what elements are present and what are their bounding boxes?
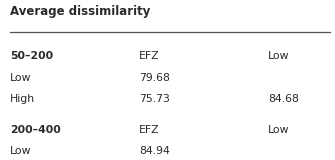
Text: EFZ: EFZ [139, 125, 160, 135]
Text: High: High [10, 94, 35, 104]
Text: Average dissimilarity: Average dissimilarity [10, 5, 150, 18]
Text: 79.68: 79.68 [139, 73, 170, 83]
Text: 50–200: 50–200 [10, 51, 53, 61]
Text: 200–400: 200–400 [10, 125, 61, 135]
Text: Low: Low [268, 51, 289, 61]
Text: Low: Low [268, 125, 289, 135]
Text: 75.73: 75.73 [139, 94, 170, 104]
Text: Low: Low [10, 146, 31, 156]
Text: Low: Low [10, 73, 31, 83]
Text: 84.68: 84.68 [268, 94, 299, 104]
Text: 84.94: 84.94 [139, 146, 170, 156]
Text: EFZ: EFZ [139, 51, 160, 61]
